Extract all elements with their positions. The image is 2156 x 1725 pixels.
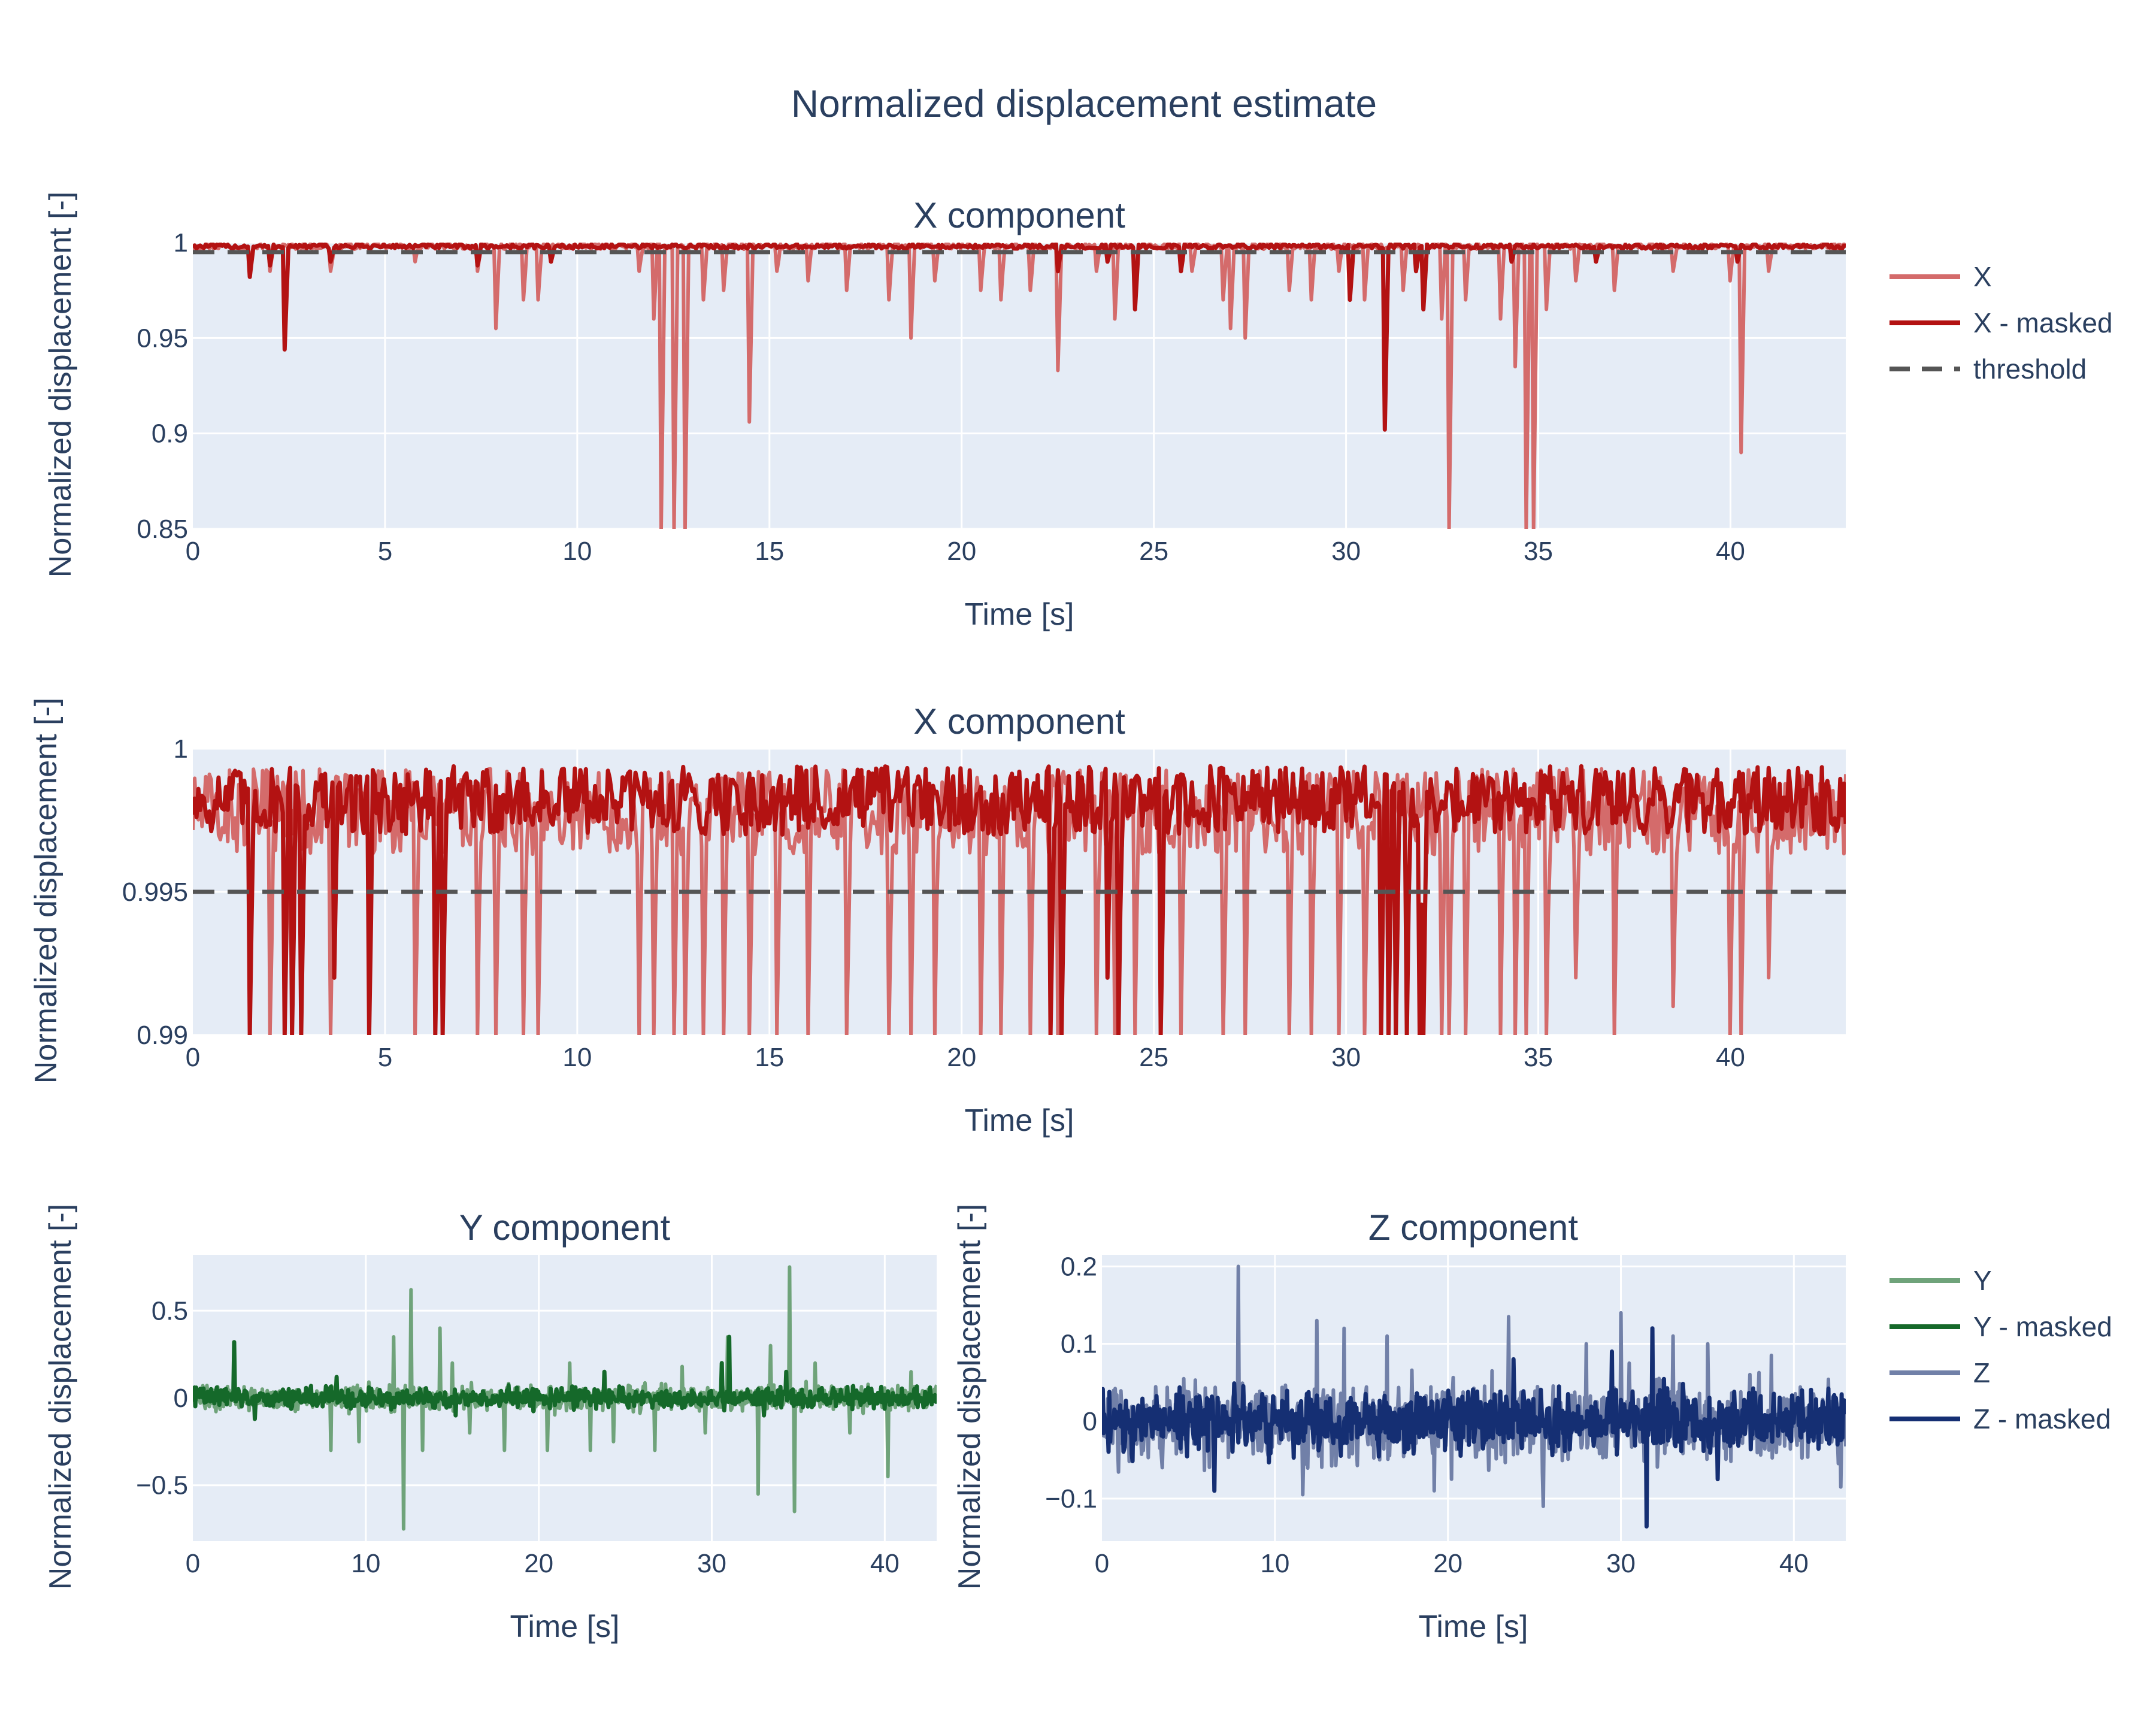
y-tick-label: 0.99 — [137, 1021, 188, 1050]
series-z-masked — [1102, 1326, 1846, 1529]
subplot-title: Y component — [459, 1208, 671, 1248]
x-tick-label: 30 — [1331, 1043, 1361, 1072]
y-axis-label: Normalized displacement [-] — [43, 1204, 78, 1590]
legend-label: X — [1973, 261, 1992, 292]
x-tick-label: 40 — [870, 1549, 900, 1578]
x-tick-label: 40 — [1779, 1549, 1809, 1578]
legend-item[interactable]: X — [1889, 261, 1992, 292]
legend-top: X X - masked threshold — [1889, 261, 2113, 385]
x-tick-label: 35 — [1524, 1043, 1553, 1072]
x-tick-label: 30 — [1606, 1549, 1636, 1578]
legend-item[interactable]: Z — [1889, 1357, 1990, 1388]
x-axis-label: Time [s] — [965, 597, 1074, 632]
legend-label: threshold — [1973, 353, 2087, 385]
subplot-x-zoom: X component 0 5 10 15 20 25 30 35 40 0.99 0.995 1 T… — [29, 698, 1846, 1138]
x-tick-label: 20 — [947, 1043, 976, 1072]
legend-item[interactable]: X - masked — [1889, 307, 2113, 338]
series-y-masked — [193, 1334, 937, 1421]
x-tick-label: 15 — [755, 1043, 784, 1072]
x-tick-label: 0 — [1095, 1549, 1109, 1578]
x-tick-label: 15 — [755, 537, 784, 566]
x-tick-label: 0 — [186, 1043, 200, 1072]
x-tick-label: 40 — [1716, 1043, 1745, 1072]
y-tick-label: 0 — [1083, 1407, 1097, 1436]
y-tick-label: −0.5 — [136, 1471, 188, 1500]
plot-area[interactable]: 0 5 10 15 20 25 30 35 40 0.99 0.995 1 — [122, 734, 1846, 1072]
y-tick-label: 0.9 — [152, 419, 188, 449]
plot-area[interactable]: 0 5 10 15 20 25 30 35 40 0.85 0.9 0.95 1 — [137, 228, 1846, 566]
x-tick-label: 10 — [351, 1549, 380, 1578]
x-tick-label: 0 — [186, 537, 200, 566]
subplot-title: X component — [913, 701, 1125, 742]
legend-item[interactable]: Y — [1889, 1265, 1992, 1296]
y-axis-label: Normalized displacement [-] — [952, 1204, 987, 1590]
plot-background — [193, 243, 1846, 529]
plot-area[interactable]: 0 10 20 30 40 −0.1 0 0.1 0.2 — [1045, 1252, 1846, 1578]
y-tick-label: 0.85 — [137, 515, 188, 544]
x-tick-label: 5 — [378, 1043, 392, 1072]
y-tick-label: −0.1 — [1045, 1484, 1097, 1514]
y-tick-label: 1 — [174, 734, 188, 764]
x-tick-label: 40 — [1716, 537, 1745, 566]
subplot-x-full: X component 0 5 10 15 20 25 30 35 40 0.85 0.9 0.95 1… — [43, 192, 1846, 632]
x-tick-label: 20 — [947, 537, 976, 566]
x-tick-label: 10 — [562, 537, 592, 566]
figure-title: Normalized displacement estimate — [791, 82, 1377, 125]
x-axis-label: Time [s] — [965, 1103, 1074, 1138]
legend-label: Y — [1973, 1265, 1992, 1296]
legend-item[interactable]: Y - masked — [1889, 1311, 2112, 1342]
y-tick-label: 0 — [174, 1384, 188, 1413]
y-axis-label: Normalized displacement [-] — [43, 192, 78, 577]
x-tick-label: 0 — [186, 1549, 200, 1578]
x-tick-label: 35 — [1524, 537, 1553, 566]
series-x-masked — [193, 764, 1846, 1035]
x-tick-label: 10 — [562, 1043, 592, 1072]
legend-label: Z - masked — [1973, 1403, 2111, 1435]
subplot-title: Z component — [1368, 1208, 1579, 1248]
y-tick-label: 0.995 — [122, 877, 188, 907]
legend-item[interactable]: Z - masked — [1889, 1403, 2111, 1435]
legend-label: X - masked — [1973, 307, 2113, 338]
x-axis-label: Time [s] — [510, 1609, 620, 1644]
y-tick-label: 0.2 — [1061, 1252, 1097, 1281]
subplot-y: Y component 0 10 20 30 40 −0.5 0 0.5 Time [s] N… — [43, 1204, 937, 1644]
x-tick-label: 25 — [1139, 1043, 1168, 1072]
x-tick-label: 30 — [697, 1549, 726, 1578]
series-x-masked — [193, 243, 1846, 432]
y-tick-label: 0.5 — [152, 1296, 188, 1325]
x-axis-label: Time [s] — [1419, 1609, 1528, 1644]
x-tick-label: 30 — [1331, 537, 1361, 566]
y-tick-label: 0.1 — [1061, 1330, 1097, 1359]
legend-bottom: Y Y - masked Z Z - masked — [1889, 1265, 2112, 1435]
plot-area[interactable]: 0 10 20 30 40 −0.5 0 0.5 — [136, 1255, 937, 1578]
y-tick-label: 1 — [174, 228, 188, 258]
y-axis-label: Normalized displacement [-] — [29, 698, 63, 1084]
legend-label: Y - masked — [1973, 1311, 2112, 1342]
x-tick-label: 5 — [378, 537, 392, 566]
x-tick-label: 20 — [524, 1549, 553, 1578]
subplot-z: Z component 0 10 20 30 40 −0.1 0 0.1 0.2 Time [s… — [952, 1204, 1846, 1644]
x-tick-label: 25 — [1139, 537, 1168, 566]
legend-item[interactable]: threshold — [1889, 353, 2087, 385]
y-tick-label: 0.95 — [137, 323, 188, 353]
x-tick-label: 20 — [1433, 1549, 1462, 1578]
x-tick-label: 10 — [1260, 1549, 1289, 1578]
legend-label: Z — [1973, 1357, 1990, 1388]
subplot-title: X component — [913, 195, 1125, 235]
